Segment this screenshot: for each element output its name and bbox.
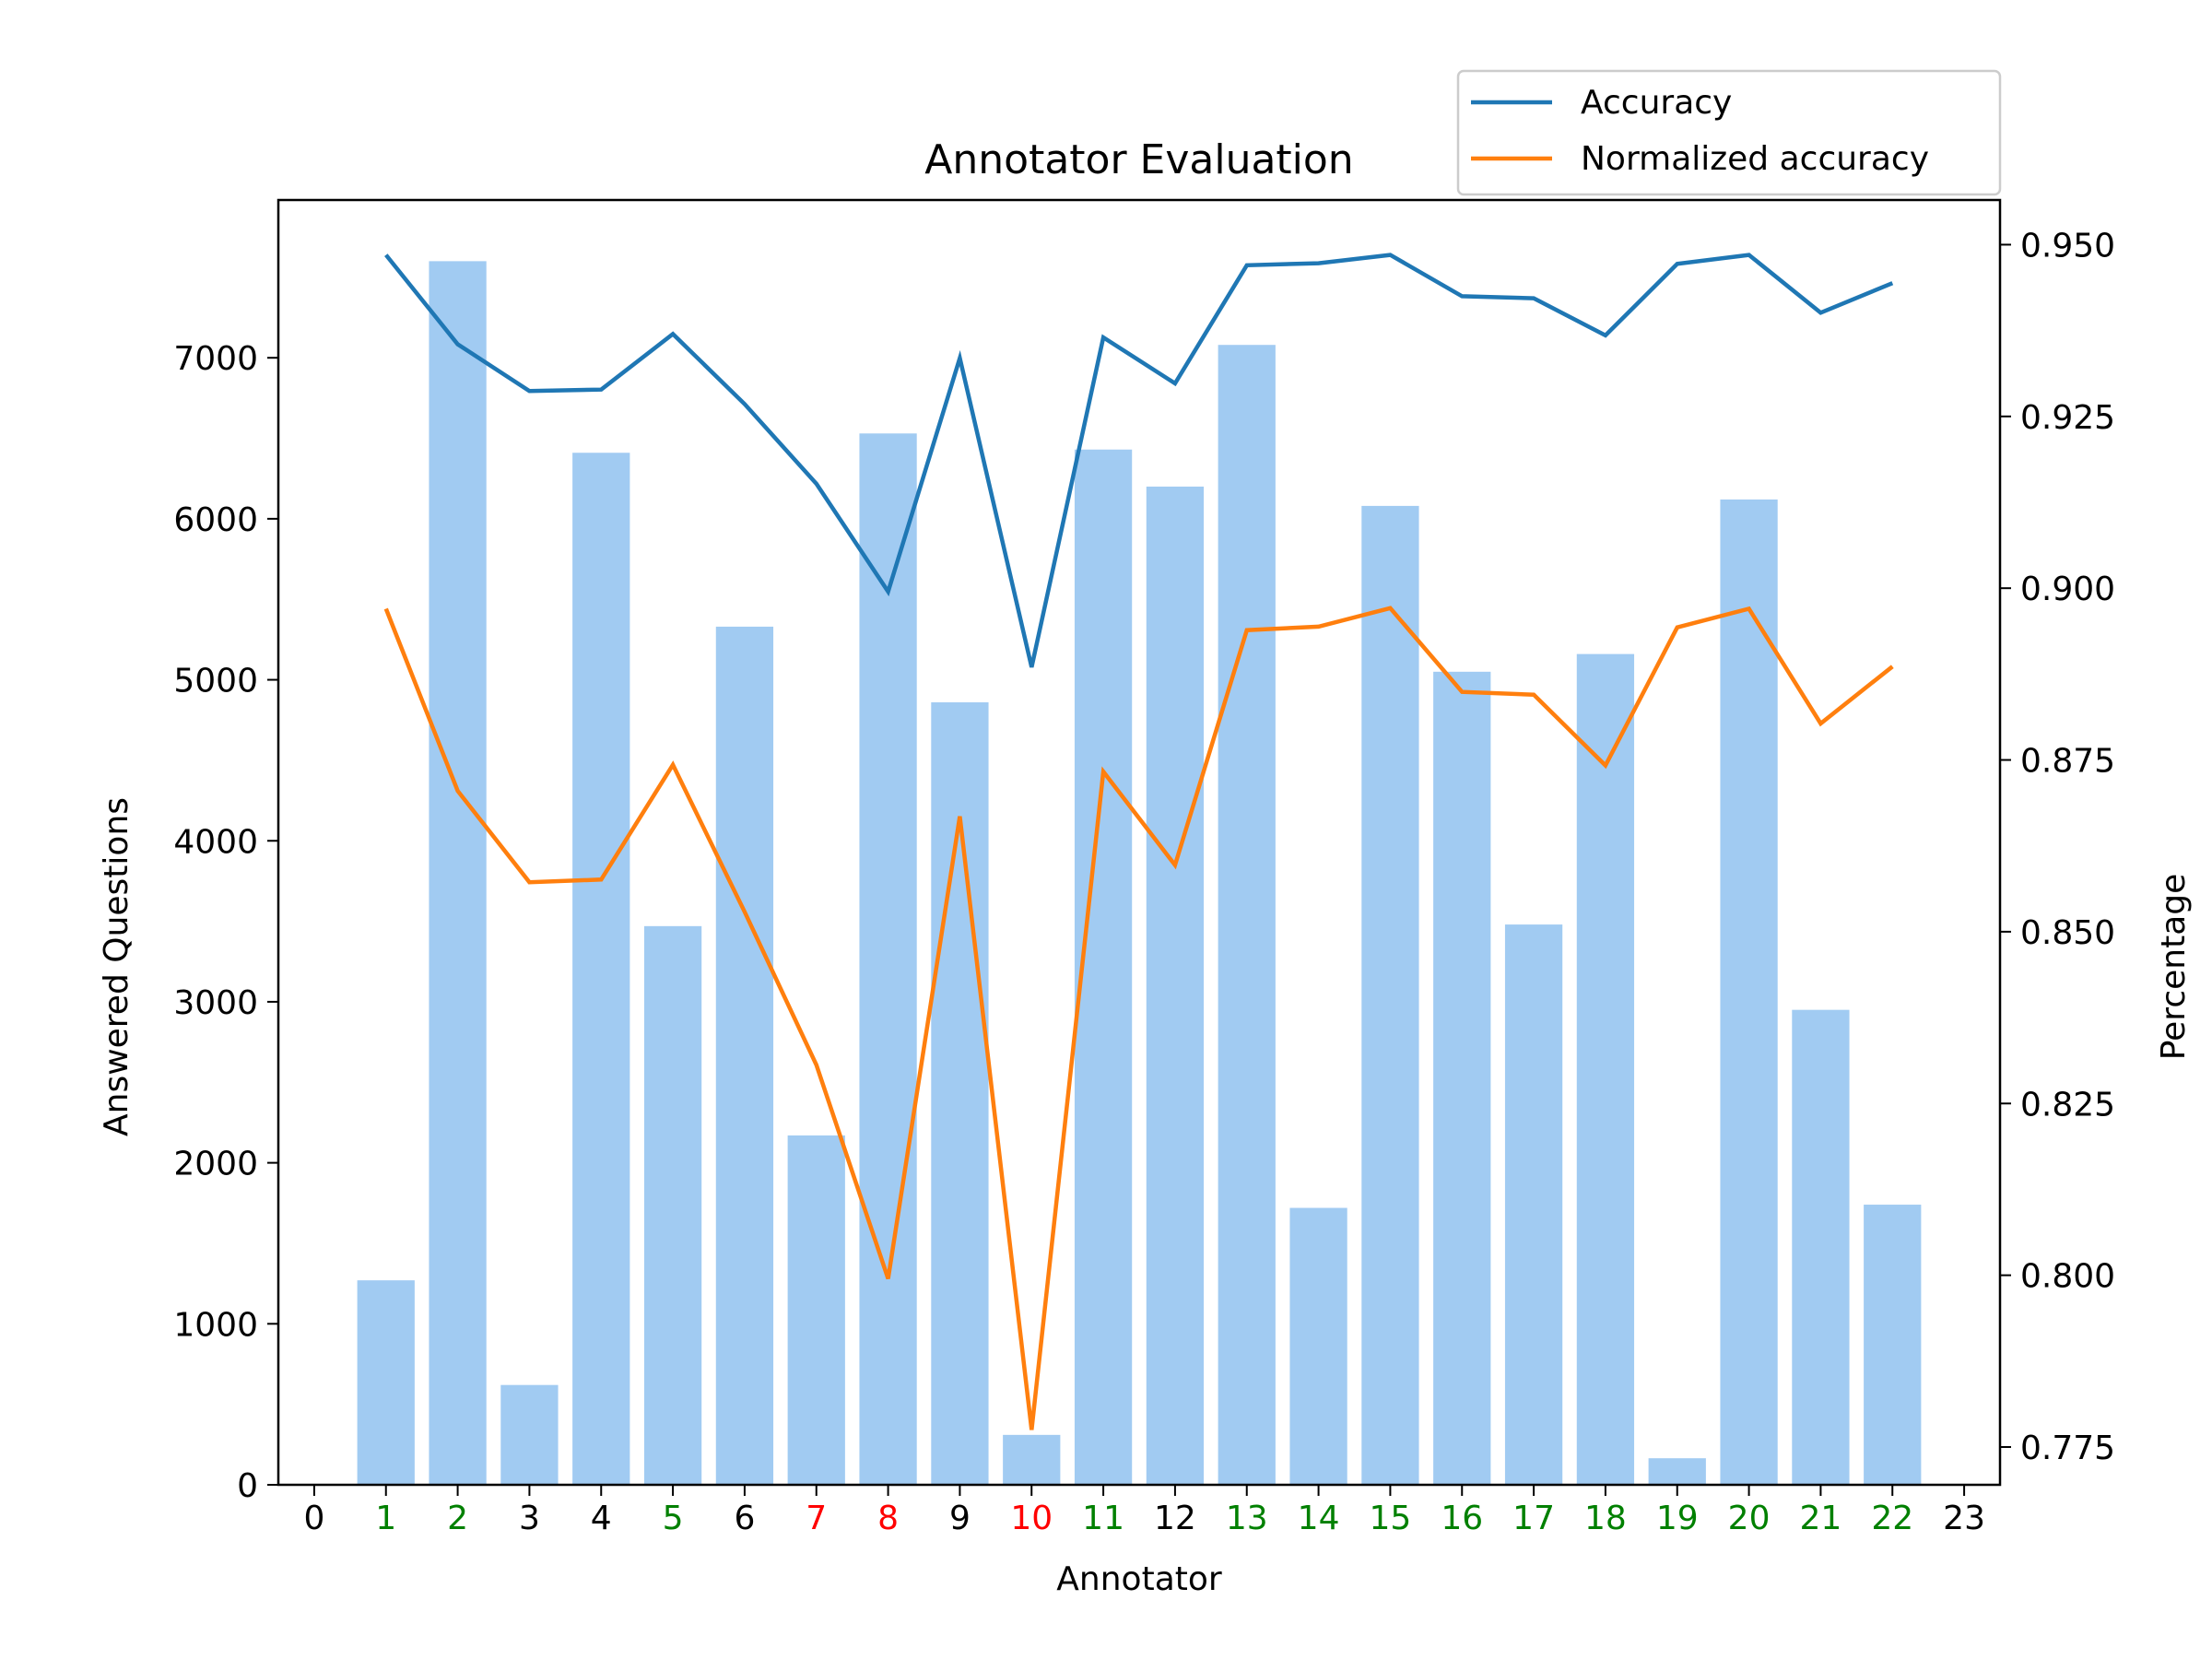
x-tick-label: 5 <box>663 1500 684 1537</box>
bar-annotator-7 <box>787 1135 845 1485</box>
x-tick-label: 11 <box>1082 1500 1124 1537</box>
x-tick-label: 22 <box>1871 1500 1913 1537</box>
bar-annotator-4 <box>572 453 630 1485</box>
bar-annotator-3 <box>500 1384 559 1485</box>
bar-annotator-21 <box>1792 1009 1850 1485</box>
bar-annotator-20 <box>1720 499 1778 1486</box>
x-tick-label: 9 <box>949 1500 971 1537</box>
x-tick-label: 12 <box>1154 1500 1196 1537</box>
x-tick-label: 21 <box>1800 1500 1842 1537</box>
x-axis-label: Annotator <box>1056 1560 1222 1598</box>
bar-annotator-6 <box>715 626 774 1485</box>
y2-tick-label: 0.875 <box>2020 743 2115 781</box>
line-series-accuracy <box>384 253 1894 668</box>
y2-tick-label: 0.900 <box>2020 571 2115 608</box>
x-tick-label: 18 <box>1584 1500 1627 1537</box>
y2-tick-label: 0.775 <box>2020 1430 2115 1467</box>
y-tick-label: 6000 <box>173 501 258 539</box>
legend-frame <box>1456 69 2002 196</box>
y-tick-label: 3000 <box>173 984 258 1022</box>
x-tick-label: 15 <box>1370 1500 1412 1537</box>
y2-tick-label: 0.800 <box>2020 1258 2115 1296</box>
axes-layer: 0 1 2 3 4 5 6 7 8 9 10 11 12 13 14 15 16 17 18 19 20 21 22 2301… <box>173 227 2115 1537</box>
bar-annotator-11 <box>1074 449 1133 1485</box>
bar-annotator-17 <box>1504 924 1563 1485</box>
y2-tick-label: 0.825 <box>2020 1086 2115 1124</box>
bar-annotator-22 <box>1864 1205 1922 1485</box>
x-tick-label: 6 <box>734 1500 755 1537</box>
bar-annotator-16 <box>1433 671 1491 1485</box>
bar-annotator-12 <box>1146 486 1205 1485</box>
y-tick-label: 0 <box>237 1467 258 1505</box>
x-tick-label: 8 <box>877 1500 899 1537</box>
x-tick-label: 0 <box>303 1500 324 1537</box>
y2-axis-label: Percentage <box>2155 874 2193 1061</box>
y-tick-label: 5000 <box>173 663 258 700</box>
x-tick-label: 17 <box>1512 1500 1555 1537</box>
bar-annotator-1 <box>357 1280 415 1485</box>
y-tick-label: 4000 <box>173 823 258 861</box>
x-tick-label: 16 <box>1441 1500 1483 1537</box>
x-tick-label: 10 <box>1010 1500 1053 1537</box>
plot-frame <box>276 198 2002 1487</box>
x-tick-label: 3 <box>519 1500 540 1537</box>
bar-annotator-18 <box>1576 653 1635 1485</box>
legend-normalized-accuracy-label: Normalized accuracy <box>1581 140 1929 178</box>
y-tick-label: 2000 <box>173 1146 258 1183</box>
y-axis-label: Answered Questions <box>98 797 135 1136</box>
bar-annotator-13 <box>1218 345 1276 1486</box>
y2-tick-label: 0.850 <box>2020 914 2115 952</box>
bars-layer <box>357 261 1922 1486</box>
bar-annotator-15 <box>1361 505 1419 1485</box>
x-tick-label: 19 <box>1656 1500 1699 1537</box>
y2-tick-label: 0.925 <box>2020 399 2115 437</box>
y-tick-label: 7000 <box>173 340 258 378</box>
x-tick-label: 7 <box>806 1500 827 1537</box>
bar-annotator-8 <box>859 433 917 1485</box>
x-tick-label: 4 <box>591 1500 612 1537</box>
x-tick-label: 14 <box>1298 1500 1340 1537</box>
bar-annotator-14 <box>1289 1207 1347 1485</box>
x-tick-label: 20 <box>1728 1500 1771 1537</box>
x-tick-label: 2 <box>447 1500 468 1537</box>
x-tick-label: 1 <box>375 1500 396 1537</box>
line-series-normalized-accuracy <box>383 606 1894 1430</box>
legend: Accuracy Normalized accuracy <box>1456 69 2002 196</box>
chart-title: Annotator Evaluation <box>924 136 1353 183</box>
legend-accuracy-label: Accuracy <box>1581 84 1732 122</box>
bar-annotator-5 <box>643 925 702 1485</box>
x-tick-label: 13 <box>1226 1500 1268 1537</box>
lines-layer <box>383 253 1894 1430</box>
y-tick-label: 1000 <box>173 1306 258 1344</box>
bar-annotator-19 <box>1648 1458 1706 1485</box>
bar-annotator-10 <box>1003 1434 1061 1485</box>
x-tick-label: 23 <box>1943 1500 1985 1537</box>
y2-tick-label: 0.950 <box>2020 227 2115 265</box>
bar-annotator-2 <box>429 261 487 1485</box>
